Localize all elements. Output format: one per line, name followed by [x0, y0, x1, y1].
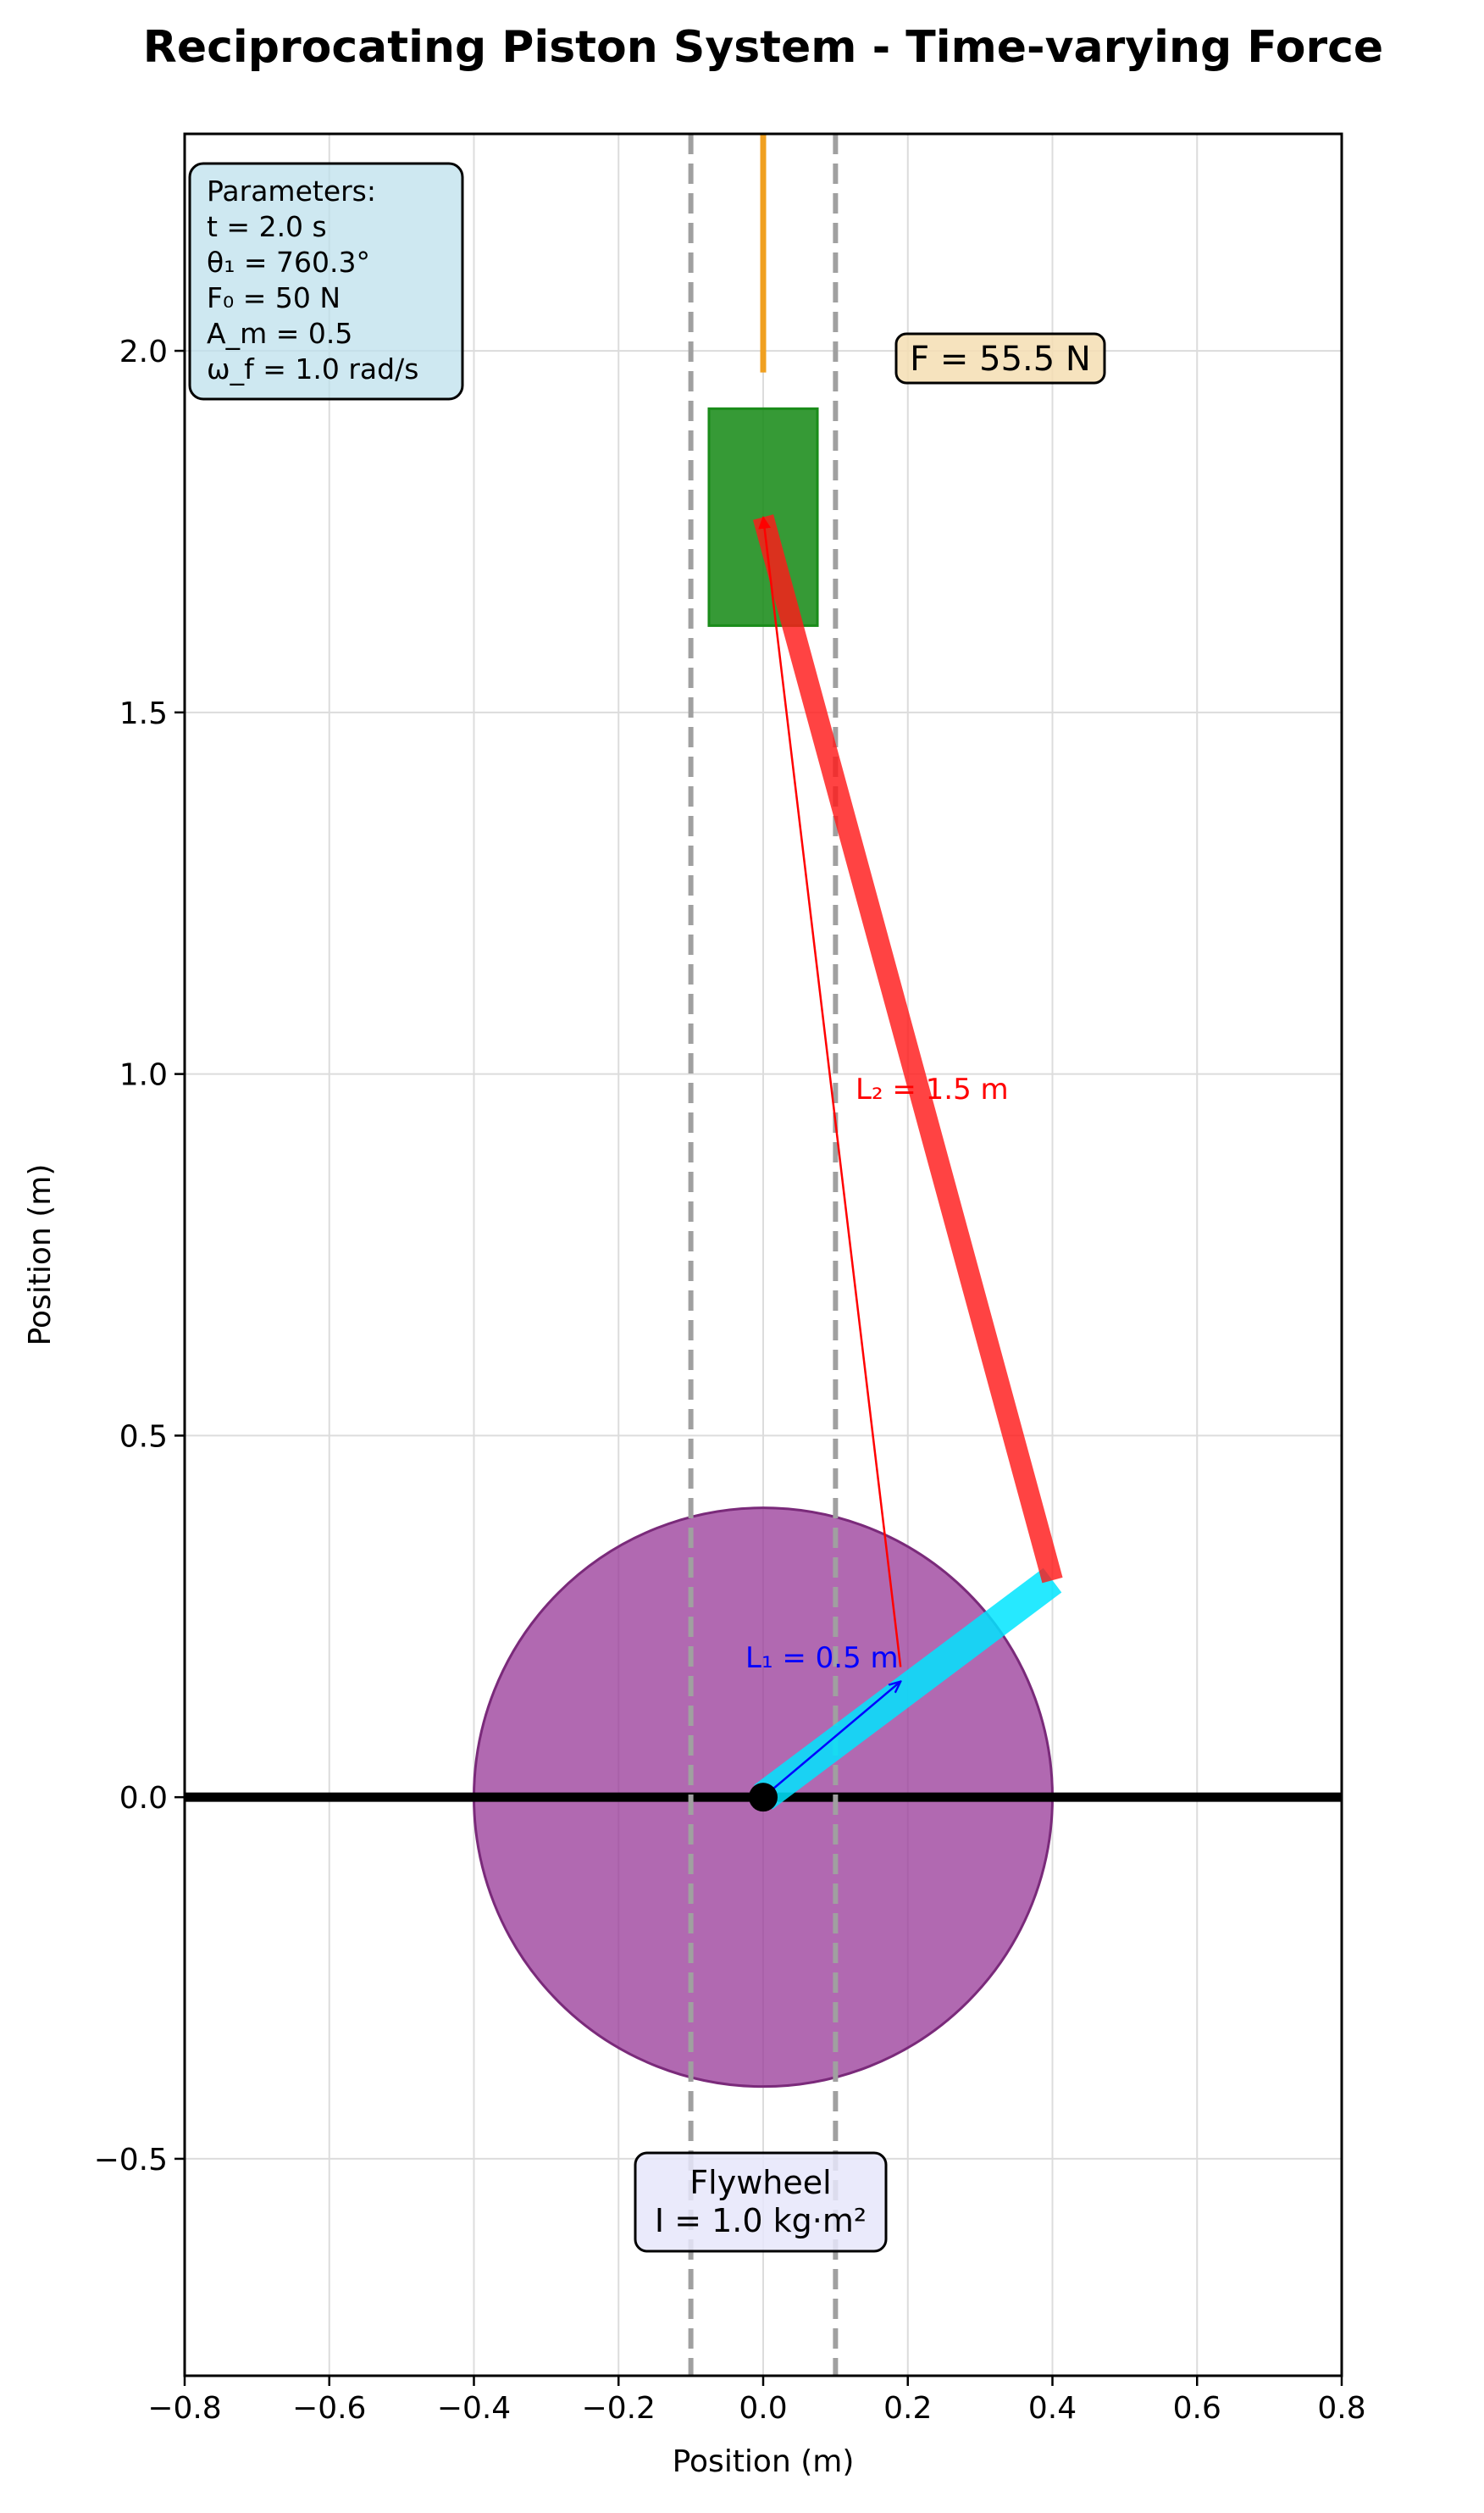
x-tick-label-4: 0.0	[739, 2391, 787, 2426]
x-tick-label-7: 0.6	[1173, 2391, 1221, 2426]
crank-label: L₁ = 0.5 m	[745, 1641, 899, 1675]
y-tick-label-3: 1.0	[119, 1058, 168, 1093]
parameters-box: Parameters: t = 2.0 s θ₁ = 760.3° F₀ = 5…	[188, 162, 464, 401]
param-line-3: F₀ = 50 N	[207, 281, 341, 314]
x-tick-label-1: −0.6	[292, 2391, 366, 2426]
y-tick-label-2: 0.5	[119, 1419, 168, 1454]
crank-pivot	[749, 1783, 778, 1812]
force-label-box: F = 55.5 N	[894, 332, 1106, 385]
mechanism	[185, 134, 1342, 2376]
x-tick-label-8: 0.8	[1317, 2391, 1365, 2426]
figure-title: Reciprocating Piston System - Time-varyi…	[143, 22, 1383, 73]
y-axis-ticks: −0.5 0.0 0.5 1.0 1.5 2.0	[94, 335, 185, 2177]
y-tick-label-4: 1.5	[119, 696, 168, 731]
x-axis-label: Position (m)	[673, 2444, 855, 2479]
param-line-0: Parameters:	[207, 175, 376, 208]
y-tick-label-0: −0.5	[94, 2143, 168, 2177]
param-line-5: ω_f = 1.0 rad/s	[207, 352, 418, 386]
flywheel-label-line1: Flywheel	[689, 2164, 831, 2201]
x-tick-label-3: −0.2	[582, 2391, 656, 2426]
flywheel-label-box: Flywheel I = 1.0 kg·m²	[634, 2151, 888, 2253]
y-tick-label-1: 0.0	[119, 1781, 168, 1816]
param-line-4: A_m = 0.5	[207, 317, 352, 350]
x-tick-label-2: −0.4	[437, 2391, 511, 2426]
y-tick-label-5: 2.0	[119, 335, 168, 369]
y-axis-label: Position (m)	[23, 1164, 58, 1346]
x-tick-label-5: 0.2	[883, 2391, 932, 2426]
connecting-rod	[752, 514, 1063, 1584]
crank-length-arrow	[763, 1682, 900, 1798]
x-tick-label-0: −0.8	[147, 2391, 221, 2426]
param-line-1: t = 2.0 s	[207, 210, 327, 243]
x-tick-label-6: 0.4	[1028, 2391, 1077, 2426]
force-label: F = 55.5 N	[910, 340, 1091, 379]
connecting-rod-label: L₂ = 1.5 m	[856, 1073, 1009, 1107]
flywheel-label-line2: I = 1.0 kg·m²	[655, 2202, 867, 2239]
x-axis-ticks: −0.8 −0.6 −0.4 −0.2 0.0 0.2 0.4 0.6 0.8	[147, 2376, 1366, 2426]
connecting-rod-length-arrow	[758, 515, 902, 1667]
param-line-2: θ₁ = 760.3°	[207, 246, 370, 279]
